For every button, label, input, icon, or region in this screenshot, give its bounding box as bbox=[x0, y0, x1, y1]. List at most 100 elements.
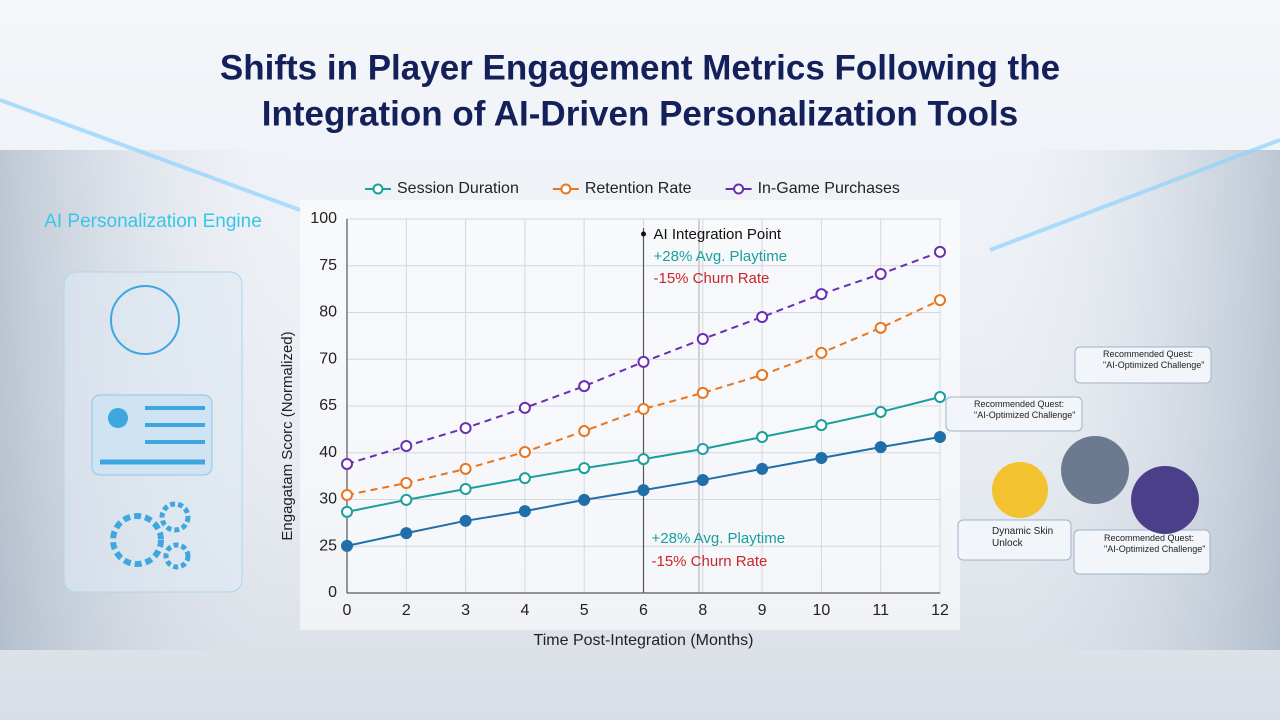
y-tick-label: 100 bbox=[310, 210, 337, 227]
data-point bbox=[518, 446, 531, 459]
annotation: AI Integration Point bbox=[654, 226, 782, 243]
chart-title: Integration of AI-Driven Personalization… bbox=[262, 94, 1018, 133]
gear-icon bbox=[163, 542, 191, 570]
light-strip bbox=[0, 98, 301, 212]
data-point bbox=[696, 386, 709, 399]
chart-title: Shifts in Player Engagement Metrics Foll… bbox=[220, 48, 1060, 87]
data-point bbox=[459, 462, 472, 475]
y-tick-label: 80 bbox=[319, 304, 337, 321]
avatar bbox=[1061, 436, 1129, 504]
user-icon bbox=[108, 408, 128, 428]
data-point bbox=[756, 368, 769, 381]
card-text-box: Recommended Quest: "AI-Optimized Challen… bbox=[1104, 533, 1206, 554]
legend-label: Retention Rate bbox=[585, 180, 692, 197]
x-tick-label: 9 bbox=[758, 602, 767, 619]
data-point bbox=[459, 483, 472, 496]
avatar bbox=[1131, 466, 1199, 534]
annotation: -15% Churn Rate bbox=[654, 270, 770, 287]
x-tick-label: 3 bbox=[461, 602, 470, 619]
data-point bbox=[815, 451, 828, 464]
data-point bbox=[874, 405, 887, 418]
data-point bbox=[815, 346, 828, 359]
data-point bbox=[341, 505, 353, 518]
card-text-box: Dynamic Skin Unlock bbox=[992, 526, 1054, 549]
x-tick-label: 5 bbox=[580, 602, 589, 619]
annotation-dot bbox=[641, 231, 646, 237]
data-point bbox=[578, 425, 591, 438]
x-tick-label: 4 bbox=[520, 602, 529, 619]
card-text: Recommended Quest: "AI-Optimized Challen… bbox=[1103, 349, 1205, 370]
data-point bbox=[874, 441, 887, 454]
card-text: Recommended Quest: "AI-Optimized Challen… bbox=[974, 399, 1076, 420]
y-tick-label: 25 bbox=[319, 537, 337, 554]
annotation: -15% Churn Rate bbox=[652, 553, 768, 570]
data-point bbox=[400, 527, 413, 540]
y-tick-label: 30 bbox=[319, 491, 337, 508]
data-point bbox=[341, 457, 353, 470]
data-point bbox=[934, 391, 946, 404]
card-text: Recommended Quest: "AI-Optimized Challen… bbox=[1104, 533, 1206, 554]
data-point bbox=[756, 431, 769, 444]
annotation: +28% Avg. Playtime bbox=[652, 530, 786, 547]
data-point bbox=[578, 462, 591, 475]
plot: 0 25 30 40 65 70 80 75 100 0 2 3 4 5 6 8 9 10 11 12 Time Pos… bbox=[279, 180, 949, 649]
data-point bbox=[459, 514, 472, 527]
card-text-box: Recommended Quest: "AI-Optimized Challen… bbox=[1103, 349, 1205, 370]
x-tick-label: 12 bbox=[931, 602, 949, 619]
card bbox=[1074, 346, 1212, 384]
panel-title: AI Personalization Engine bbox=[44, 211, 262, 232]
y-tick-label: 0 bbox=[328, 584, 337, 601]
data-point bbox=[518, 472, 531, 485]
y-tick-label: 75 bbox=[319, 257, 337, 274]
x-tick-label: 8 bbox=[698, 602, 707, 619]
data-point bbox=[696, 443, 709, 456]
legend-marker bbox=[560, 183, 572, 195]
data-point bbox=[696, 333, 709, 346]
x-tick-label: 11 bbox=[872, 602, 889, 619]
data-point bbox=[815, 288, 828, 301]
light-strip bbox=[989, 138, 1280, 252]
legend-label: In-Game Purchases bbox=[758, 180, 900, 197]
data-point bbox=[578, 493, 591, 506]
y-tick-label: 65 bbox=[319, 397, 337, 414]
legend-marker bbox=[733, 183, 745, 195]
data-point bbox=[400, 477, 413, 490]
y-tick-label: 70 bbox=[319, 350, 337, 367]
data-point bbox=[637, 484, 650, 497]
data-point bbox=[756, 462, 769, 475]
data-point bbox=[578, 380, 591, 393]
x-tick-label: 6 bbox=[639, 602, 648, 619]
gear-icon bbox=[159, 501, 191, 533]
gear-icon bbox=[110, 513, 164, 567]
data-point bbox=[459, 422, 472, 435]
avatar bbox=[992, 462, 1048, 518]
data-point bbox=[518, 401, 531, 414]
series-line bbox=[346, 299, 941, 496]
card bbox=[957, 519, 1072, 561]
card-text: Dynamic Skin Unlock bbox=[992, 526, 1054, 549]
data-point bbox=[518, 505, 531, 518]
data-point bbox=[874, 321, 887, 334]
data-point bbox=[874, 267, 887, 280]
y-axis-label: Engagatam Scorc (Normalized) bbox=[279, 331, 296, 540]
data-point bbox=[637, 453, 650, 466]
data-point bbox=[637, 355, 650, 368]
card bbox=[1073, 529, 1211, 575]
legend-label: Session Duration bbox=[397, 180, 519, 197]
y-tick-label: 40 bbox=[319, 444, 337, 461]
data-point bbox=[934, 431, 946, 444]
data-point bbox=[934, 294, 946, 307]
x-tick-label: 0 bbox=[343, 602, 352, 619]
data-point bbox=[637, 402, 650, 415]
card-text-box: Recommended Quest: "AI-Optimized Challen… bbox=[974, 399, 1076, 420]
data-point bbox=[815, 419, 828, 432]
data-point bbox=[400, 440, 413, 453]
x-axis-label: Time Post-Integration (Months) bbox=[534, 632, 754, 649]
data-point bbox=[756, 310, 769, 323]
card bbox=[945, 396, 1083, 432]
brain-icon bbox=[110, 285, 180, 355]
data-point bbox=[341, 489, 353, 502]
data-point bbox=[934, 245, 946, 258]
data-point bbox=[696, 474, 709, 487]
